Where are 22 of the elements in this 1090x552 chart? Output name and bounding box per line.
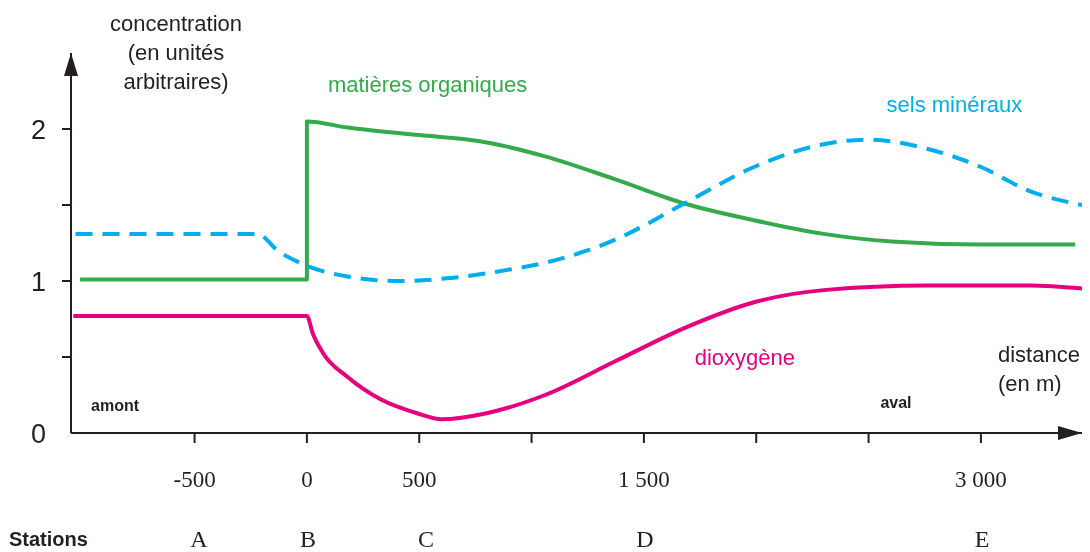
- text: D: [636, 526, 654, 552]
- y-axis-title: concentration (en unités arbitraires): [109, 10, 243, 94]
- text: Stations: [9, 528, 88, 550]
- x-tick-label: 0: [301, 467, 313, 493]
- annotation: amont: [91, 396, 140, 414]
- text: A: [190, 526, 209, 552]
- annotation: aval: [880, 393, 912, 411]
- series-label: dioxygène: [694, 344, 796, 370]
- x-tick-label: -500: [173, 467, 216, 493]
- x-axis-title: distance (en m): [998, 341, 1080, 396]
- y-tick-label: 2: [30, 114, 46, 145]
- text: B: [299, 526, 317, 552]
- x-tick-label: 3 000: [955, 467, 1007, 493]
- series-label: matières organiques: [327, 71, 528, 97]
- y-tick-label: 0: [30, 418, 46, 449]
- line-series: [71, 283, 1082, 422]
- x-tick-label: 1 500: [618, 467, 670, 493]
- text: E: [974, 526, 990, 552]
- text: C: [417, 526, 435, 552]
- y-tick-label: 1: [30, 266, 46, 297]
- series-label: sels minéraux: [886, 92, 1023, 118]
- x-tick-label: 500: [401, 467, 437, 493]
